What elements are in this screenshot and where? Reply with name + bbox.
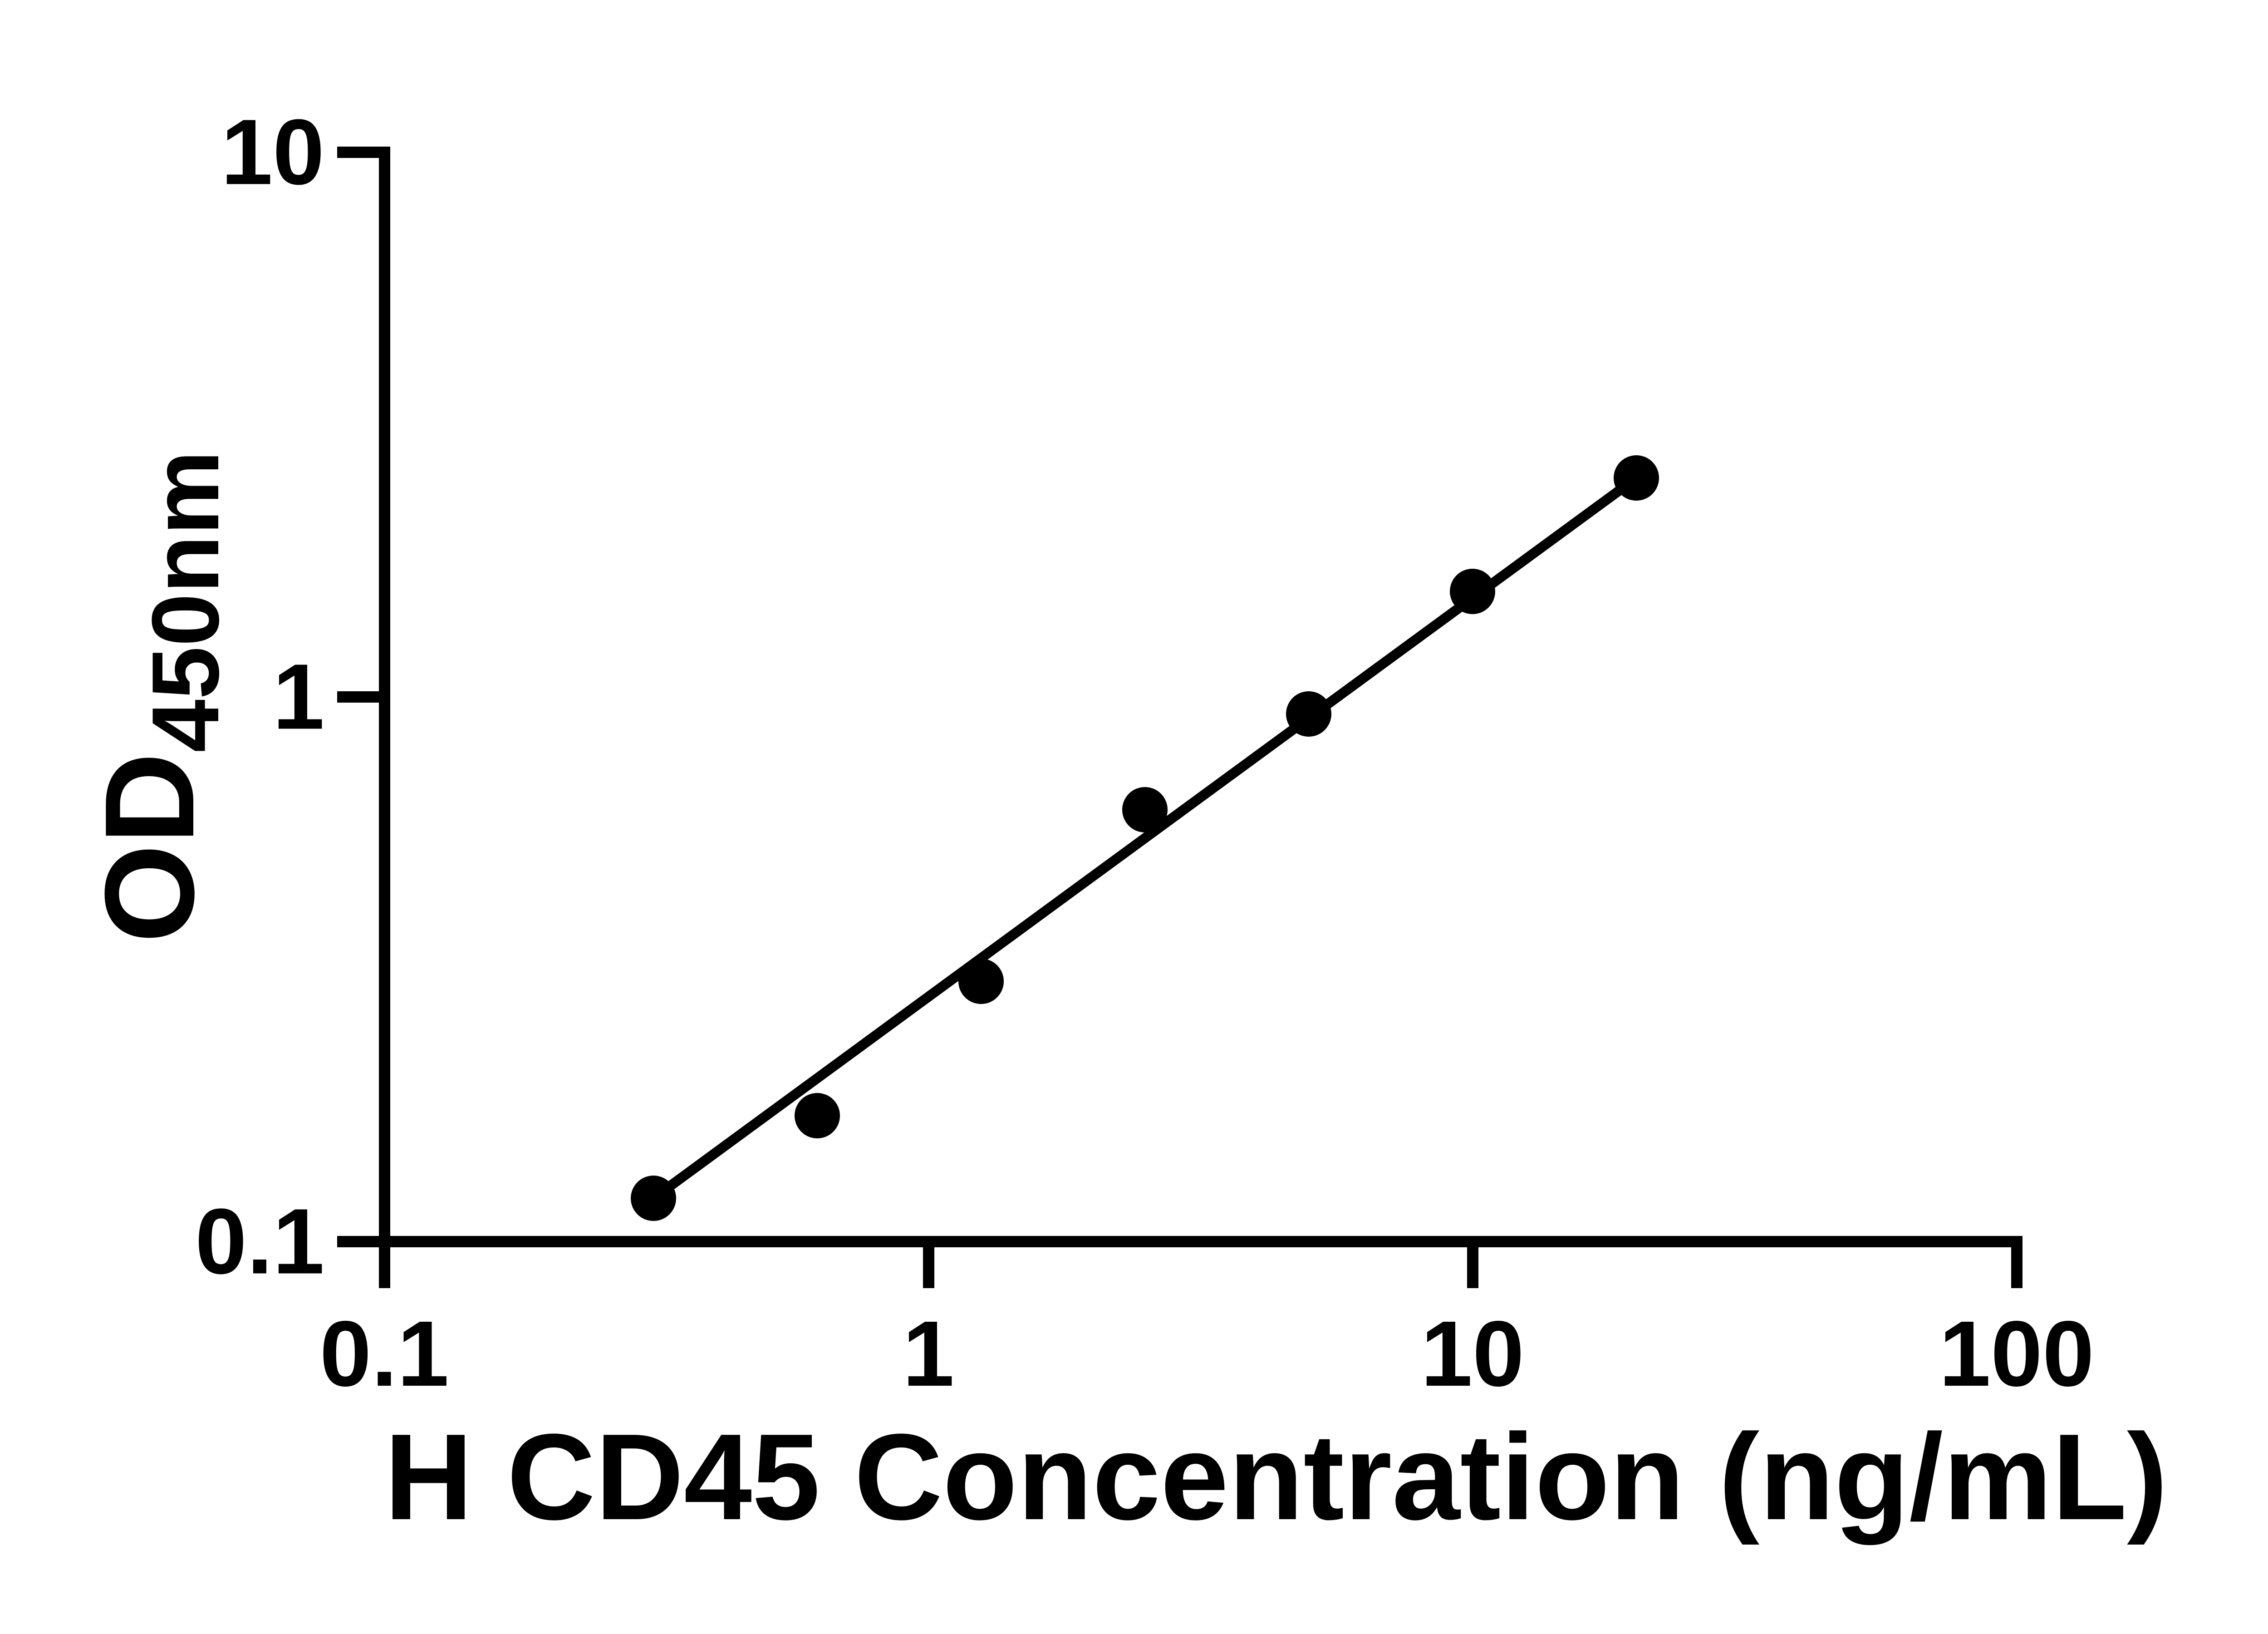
data-point-1: [631, 1175, 677, 1221]
x-tick-label-100: 100: [1939, 1302, 2095, 1406]
x-tick-label-1: 1: [902, 1302, 954, 1406]
y-tick-10: [337, 146, 379, 158]
data-point-2: [795, 1093, 840, 1139]
data-point-6: [1450, 569, 1495, 615]
data-point-3: [958, 959, 1004, 1004]
x-axis-title: H CD45 Concentration (ng/mL): [384, 1409, 2168, 1545]
data-point-5: [1286, 691, 1332, 737]
y-axis-title: OD450nm: [79, 450, 239, 943]
y-axis-title-subscript: 450nm: [132, 450, 239, 753]
x-tick-0.1: [378, 1247, 390, 1288]
y-tick-label-1: 1: [272, 645, 324, 749]
y-tick-label-10: 10: [221, 100, 324, 204]
y-axis-line: [379, 147, 390, 1247]
y-tick-0.1: [337, 1235, 379, 1247]
x-tick-label-10: 10: [1420, 1302, 1525, 1406]
x-axis-line: [379, 1236, 2023, 1247]
data-point-7: [1613, 455, 1659, 501]
x-tick-label-0.1: 0.1: [319, 1302, 449, 1406]
y-axis-title-main: OD: [79, 752, 221, 943]
y-tick-label-0.1: 0.1: [195, 1189, 324, 1294]
data-point-4: [1122, 787, 1168, 833]
x-tick-10: [1467, 1247, 1478, 1288]
x-tick-1: [923, 1247, 934, 1288]
y-tick-1: [337, 691, 379, 703]
x-tick-100: [2011, 1247, 2023, 1288]
